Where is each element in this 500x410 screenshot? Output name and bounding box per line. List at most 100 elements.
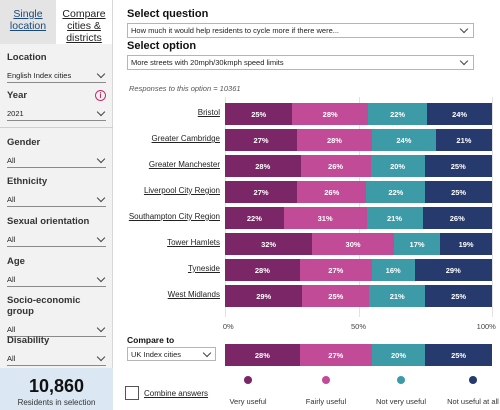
chevron-down-icon [459,24,469,34]
bar-segment[interactable]: 26% [297,181,367,203]
bar-segment[interactable]: 21% [369,285,426,307]
bar-segment[interactable]: 29% [414,259,492,281]
chevron-down-icon [459,56,469,66]
bar-segment[interactable]: 29% [225,285,303,307]
category-bar: 27% 26% 22% 25% [225,181,492,203]
bar-segment[interactable]: 25% [425,285,492,307]
bar-segment[interactable]: 17% [393,233,441,255]
category-label[interactable]: Southampton City Region [128,212,220,221]
bar-segment[interactable]: 30% [312,233,394,255]
bar-segment[interactable]: 28% [225,259,300,281]
bar-segment[interactable]: 31% [283,207,367,229]
bar-segment[interactable]: 25% [424,155,492,177]
combine-answers: Combine answers [125,386,208,400]
bar-segment[interactable]: 22% [366,181,426,203]
year-filter: Year i 2021 [0,90,113,121]
bar-segment[interactable]: 26% [300,155,371,177]
category-label[interactable]: Greater Cambridge [151,134,220,143]
chart-row: Tower Hamlets 32% 30% 17% 19% [113,233,500,255]
comparison-bar: 28% 27% 20% 25% [225,344,492,366]
bar-segment[interactable]: 19% [440,233,492,255]
bar-segment[interactable]: 27% [225,181,298,203]
bar-segment[interactable]: 25% [425,181,492,203]
year-select[interactable]: 2021 [7,106,106,121]
legend-item[interactable]: Very useful [208,376,288,406]
main-panel: Select question How much it would help r… [113,0,500,410]
residents-count: 10,860 [28,376,85,396]
x-tick-label: 0% [222,322,234,331]
gender-select[interactable]: All [7,153,106,168]
info-icon[interactable]: i [95,90,106,101]
socio-economic-filter: Socio-economic group All [0,295,113,337]
bar-segment[interactable]: 28% [225,344,300,366]
bar-segment[interactable]: 24% [427,103,492,125]
sexual-orientation-select[interactable]: All [7,232,106,247]
bar-segment[interactable]: 24% [371,129,436,151]
compare-select[interactable]: UK Index cities [127,347,216,361]
legend-label: Not useful at all [447,397,499,406]
socio-economic-select[interactable]: All [7,322,106,337]
legend-dot-icon [397,376,405,384]
bar-segment[interactable]: 26% [422,207,492,229]
legend-item[interactable]: Not very useful [361,376,441,406]
ethnicity-filter: Ethnicity All [0,176,113,207]
chart-row: Bristol 25% 28% 22% 24% [113,103,500,125]
chevron-down-icon [96,69,106,78]
legend-dot-icon [244,376,252,384]
filter-label: Ethnicity [7,176,48,187]
age-filter: Age All [0,256,113,287]
age-select[interactable]: All [7,272,106,287]
bar-segment[interactable]: 25% [302,285,370,307]
category-bar: 25% 28% 22% 24% [225,103,492,125]
chevron-down-icon [202,348,212,357]
legend-item[interactable]: Fairly useful [286,376,366,406]
bar-segment[interactable]: 28% [297,129,372,151]
bar-segment[interactable]: 21% [435,129,492,151]
bar-segment[interactable]: 21% [366,207,423,229]
bar-segment[interactable]: 25% [425,344,492,366]
location-select[interactable]: English Index cities [7,68,106,83]
chevron-down-icon [96,323,106,332]
category-bar: 32% 30% 17% 19% [225,233,492,255]
bar-segment[interactable]: 28% [225,155,301,177]
legend-item[interactable]: Not useful at all [433,376,500,406]
category-label[interactable]: Bristol [197,108,220,117]
legend-label: Not very useful [375,397,427,406]
chart-row: West Midlands 29% 25% 21% 25% [113,285,500,307]
bar-segment[interactable]: 22% [225,207,284,229]
ethnicity-select[interactable]: All [7,192,106,207]
tab-single-location[interactable]: Single location [0,0,56,44]
bar-segment[interactable]: 32% [225,233,313,255]
combine-checkbox[interactable] [125,386,139,400]
bar-segment[interactable]: 28% [292,103,368,125]
category-label[interactable]: Tower Hamlets [167,238,220,247]
chevron-down-icon [96,107,106,116]
chart-row: Greater Manchester 28% 26% 20% 25% [113,155,500,177]
bar-segment[interactable]: 25% [225,103,293,125]
filter-label: Sexual orientation [7,216,90,227]
combine-answers-link[interactable]: Combine answers [144,388,209,398]
question-select[interactable]: How much it would help residents to cycl… [127,23,474,38]
category-label[interactable]: Greater Manchester [148,160,220,169]
category-label[interactable]: Liverpool City Region [143,186,220,195]
bar-segment[interactable]: 20% [370,155,425,177]
sexual-orientation-filter: Sexual orientation All [0,216,113,247]
category-label[interactable]: West Midlands [167,290,220,299]
bar-segment[interactable]: 27% [225,129,298,151]
category-label[interactable]: Tyneside [187,264,220,273]
legend-label: Very useful [229,397,267,406]
tab-compare-cities[interactable]: Compare cities & districts [56,0,112,44]
bar-segment[interactable]: 20% [371,344,426,366]
bar-segment[interactable]: 22% [367,103,428,125]
bar-segment[interactable]: 27% [299,259,372,281]
filter-label: Location [7,52,47,63]
bar-segment[interactable]: 16% [371,259,415,281]
disability-select[interactable]: All [7,351,106,366]
chevron-down-icon [96,273,106,282]
filter-label: Year [7,90,28,101]
option-select[interactable]: More streets with 20mph/30kmph speed lim… [127,55,474,70]
residents-label: Residents in selection [17,398,96,407]
chart-row: Greater Cambridge 27% 28% 24% 21% [113,129,500,151]
chevron-down-icon [96,233,106,242]
bar-segment[interactable]: 27% [299,344,372,366]
